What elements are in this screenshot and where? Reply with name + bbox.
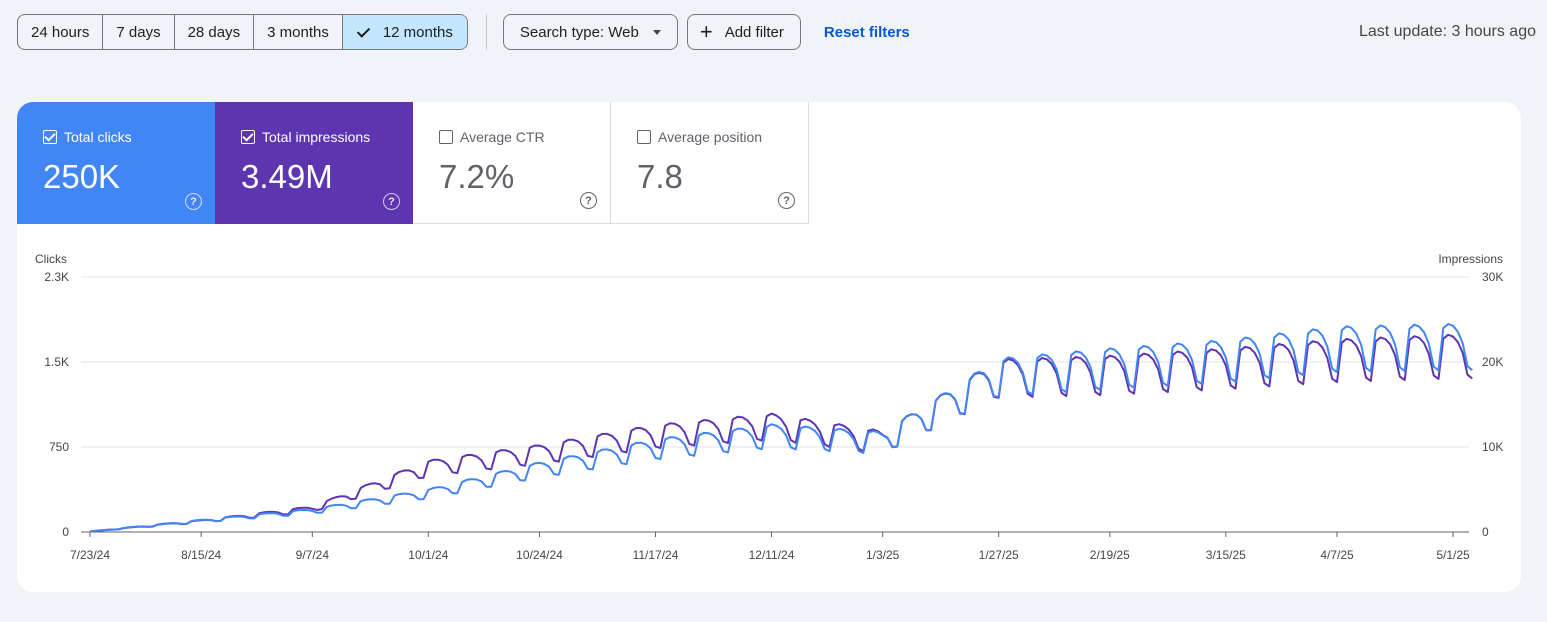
metric-label-row: Total clicks [43, 129, 132, 145]
metric-value: 250K [43, 158, 121, 195]
metric-average-ctr[interactable]: Average CTR 7.2% ? [413, 102, 611, 224]
series-line-clicks [89, 323, 1473, 533]
search-type-label: Search type: Web [519, 23, 639, 41]
metric-value: 7.8 [637, 158, 683, 195]
metric-label: Average CTR [460, 129, 545, 145]
x-tick-label: 3/15/25 [1206, 548, 1246, 562]
metric-label-row: Average CTR [439, 129, 545, 145]
checkbox-icon[interactable] [637, 130, 651, 144]
checkbox-icon[interactable] [439, 130, 453, 144]
performance-card: Total clicks 250K ? Total impressions 3.… [17, 102, 1521, 592]
metric-total-impressions[interactable]: Total impressions 3.49M ? [215, 102, 413, 224]
metric-label-row: Total impressions [241, 129, 370, 145]
date-range-label: 7 days [116, 23, 161, 41]
right-tick-label: 20K [1482, 355, 1503, 369]
check-icon [357, 25, 371, 39]
x-tick-label: 5/1/25 [1436, 548, 1470, 562]
checkbox-icon[interactable] [241, 130, 255, 144]
metric-tiles: Total clicks 250K ? Total impressions 3.… [17, 102, 809, 224]
dropdown-arrow-icon [652, 29, 661, 35]
date-range-3-months[interactable]: 3 months [254, 15, 343, 49]
left-tick-label: 2.3K [44, 270, 69, 284]
left-tick-label: 0 [62, 525, 69, 539]
date-range-label: 3 months [267, 23, 329, 41]
performance-chart[interactable]: Clicks Impressions 0 0 750 10K 1.5K 20K 2.3K 30K 7… [17, 242, 1521, 582]
toolbar: 24 hours 7 days 28 days 3 months 12 mont… [17, 14, 910, 50]
right-tick-label: 30K [1482, 270, 1503, 284]
x-tick-label: 1/27/25 [979, 548, 1019, 562]
metric-label-row: Average position [637, 129, 762, 145]
date-range-label: 24 hours [31, 23, 90, 41]
plus-icon: + [699, 19, 713, 44]
metric-label: Total clicks [64, 129, 132, 145]
help-icon[interactable]: ? [383, 193, 400, 210]
x-tick-label: 10/1/24 [408, 548, 448, 562]
toolbar-divider [485, 14, 487, 50]
x-tick-label: 1/3/25 [866, 548, 900, 562]
checkbox-icon[interactable] [43, 130, 57, 144]
x-tick-label: 11/17/24 [633, 548, 679, 562]
x-tick-label: 7/23/24 [70, 548, 110, 562]
date-range-label: 28 days [187, 23, 241, 41]
right-tick-label: 10K [1482, 440, 1503, 454]
add-filter-label: Add filter [724, 23, 784, 41]
left-axis-title: Clicks [35, 252, 67, 266]
metric-label: Average position [658, 129, 763, 145]
date-range-24-hours[interactable]: 24 hours [18, 15, 104, 49]
help-icon[interactable]: ? [778, 192, 795, 209]
date-range-selector: 24 hours 7 days 28 days 3 months 12 mont… [17, 14, 468, 50]
metric-average-position[interactable]: Average position 7.8 ? [611, 102, 809, 224]
right-tick-label: 0 [1482, 525, 1489, 539]
metric-value: 3.49M [241, 158, 333, 195]
date-range-12-months[interactable]: 12 months [342, 15, 467, 49]
date-range-28-days[interactable]: 28 days [175, 15, 255, 49]
last-update-text: Last update: 3 hours ago [1358, 23, 1536, 40]
reset-filters-link[interactable]: Reset filters [823, 23, 910, 41]
x-tick-label: 8/15/24 [181, 548, 221, 562]
metric-total-clicks[interactable]: Total clicks 250K ? [17, 102, 215, 224]
metric-label: Total impressions [262, 129, 371, 145]
x-tick-label: 2/19/25 [1090, 548, 1130, 562]
help-icon[interactable]: ? [580, 192, 597, 209]
right-axis-title: Impressions [1438, 252, 1503, 266]
series-line-impressions [89, 333, 1473, 533]
x-tick-label: 9/7/24 [296, 548, 330, 562]
date-range-label: 12 months [382, 23, 453, 41]
help-icon[interactable]: ? [185, 193, 202, 210]
x-tick-label: 12/11/24 [749, 548, 795, 562]
add-filter-button[interactable]: + Add filter [686, 14, 801, 50]
search-type-dropdown[interactable]: Search type: Web [502, 14, 678, 50]
left-tick-label: 750 [49, 440, 69, 454]
date-range-7-days[interactable]: 7 days [103, 15, 175, 49]
left-tick-label: 1.5K [44, 355, 69, 369]
x-tick-label: 4/7/25 [1320, 548, 1354, 562]
metric-value: 7.2% [439, 158, 515, 195]
x-tick-label: 10/24/24 [516, 548, 563, 562]
